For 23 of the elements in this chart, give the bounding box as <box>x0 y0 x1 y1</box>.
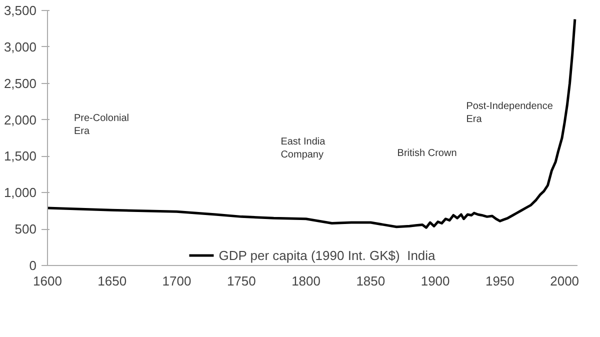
annotation: East India Company <box>280 136 326 160</box>
x-tick-label: 1800 <box>292 274 320 288</box>
x-tick-label: 2000 <box>550 274 580 288</box>
y-tick-label: 500 <box>14 222 37 237</box>
y-tick-label: 3,500 <box>4 3 37 18</box>
y-tick-label: 1,500 <box>4 148 37 164</box>
y-tick-label: 2,000 <box>4 112 37 128</box>
line-series <box>48 18 576 229</box>
annotation: Pre-Colonial Era <box>74 112 130 137</box>
legend-label: GDP per capita (1990 Int. GK$) India <box>218 248 436 262</box>
x-tick-label: 1750 <box>226 274 256 288</box>
y-tick-label: 1,000 <box>4 185 37 200</box>
annotation: Post-Independence Era <box>466 101 554 126</box>
x-tick-label: 1600 <box>33 274 62 288</box>
x-tick-label: 1900 <box>420 274 450 288</box>
y-tick-label: 3,000 <box>4 39 37 54</box>
x-tick-label: 1700 <box>162 274 192 288</box>
x-tick-label: 1950 <box>485 274 514 288</box>
y-tick-label: 0 <box>29 258 37 273</box>
annotation: British Crown <box>397 148 457 159</box>
x-tick-label: 1650 <box>98 274 127 288</box>
y-tick-label: 2,500 <box>4 76 37 91</box>
x-tick-label: 1850 <box>356 274 386 288</box>
